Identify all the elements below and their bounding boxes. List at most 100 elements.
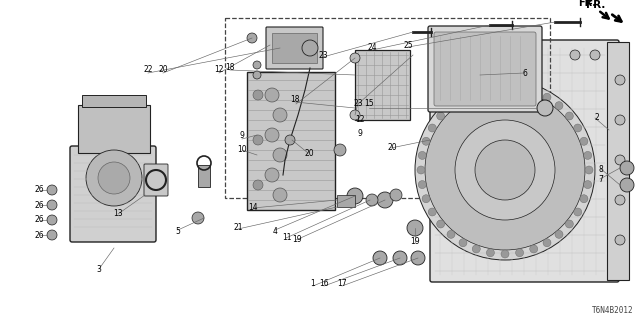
Circle shape xyxy=(573,208,582,216)
FancyBboxPatch shape xyxy=(428,26,542,112)
Circle shape xyxy=(192,212,204,224)
Circle shape xyxy=(417,166,425,174)
Text: 18: 18 xyxy=(225,62,235,71)
Text: 22: 22 xyxy=(143,66,153,75)
Circle shape xyxy=(620,161,634,175)
Text: 10: 10 xyxy=(237,146,247,155)
Circle shape xyxy=(501,82,509,90)
FancyBboxPatch shape xyxy=(434,32,536,106)
Text: FR.: FR. xyxy=(578,0,596,8)
Circle shape xyxy=(273,188,287,202)
Circle shape xyxy=(422,137,430,145)
Circle shape xyxy=(422,195,430,203)
Bar xyxy=(247,72,335,210)
Circle shape xyxy=(350,53,360,63)
Bar xyxy=(272,33,317,63)
FancyBboxPatch shape xyxy=(430,40,619,282)
Text: 14: 14 xyxy=(248,204,258,212)
Circle shape xyxy=(486,249,495,257)
Text: 13: 13 xyxy=(113,210,123,219)
Circle shape xyxy=(415,80,595,260)
Text: 6: 6 xyxy=(523,68,527,77)
Circle shape xyxy=(47,185,57,195)
Text: 20: 20 xyxy=(158,66,168,75)
Text: 1: 1 xyxy=(310,278,316,287)
Circle shape xyxy=(393,251,407,265)
Text: 11: 11 xyxy=(282,234,292,243)
Circle shape xyxy=(580,195,588,203)
Circle shape xyxy=(98,162,130,194)
Circle shape xyxy=(445,50,455,60)
Circle shape xyxy=(620,178,634,192)
Bar xyxy=(355,50,410,120)
Circle shape xyxy=(47,230,57,240)
Circle shape xyxy=(425,90,585,250)
Circle shape xyxy=(390,189,402,201)
Circle shape xyxy=(530,87,538,95)
Circle shape xyxy=(265,128,279,142)
Text: 4: 4 xyxy=(273,228,277,236)
Text: 26: 26 xyxy=(34,201,44,210)
Circle shape xyxy=(447,230,455,238)
Circle shape xyxy=(615,235,625,245)
Circle shape xyxy=(419,180,426,188)
Circle shape xyxy=(472,245,480,253)
Circle shape xyxy=(465,50,475,60)
Circle shape xyxy=(419,151,426,159)
Circle shape xyxy=(428,208,436,216)
Circle shape xyxy=(485,50,495,60)
Text: 19: 19 xyxy=(410,236,420,245)
Circle shape xyxy=(253,180,263,190)
Circle shape xyxy=(253,71,261,79)
Circle shape xyxy=(253,135,263,145)
Circle shape xyxy=(455,120,555,220)
Circle shape xyxy=(47,215,57,225)
Text: T6N4B2012: T6N4B2012 xyxy=(591,306,633,315)
Text: 21: 21 xyxy=(233,223,243,233)
Circle shape xyxy=(411,251,425,265)
Text: 25: 25 xyxy=(403,41,413,50)
Circle shape xyxy=(459,93,467,101)
Circle shape xyxy=(615,195,625,205)
Circle shape xyxy=(377,192,393,208)
Circle shape xyxy=(253,90,263,100)
Circle shape xyxy=(447,102,455,110)
Circle shape xyxy=(543,239,551,247)
Bar xyxy=(607,42,629,280)
Text: 20: 20 xyxy=(387,143,397,153)
Circle shape xyxy=(516,83,524,91)
Circle shape xyxy=(615,75,625,85)
Circle shape xyxy=(436,220,445,228)
Circle shape xyxy=(537,100,553,116)
Text: 24: 24 xyxy=(367,44,377,52)
Circle shape xyxy=(334,144,346,156)
Circle shape xyxy=(565,220,573,228)
Circle shape xyxy=(253,61,261,69)
Text: 20: 20 xyxy=(304,148,314,157)
Circle shape xyxy=(584,151,592,159)
Text: 17: 17 xyxy=(337,278,347,287)
Bar xyxy=(337,195,355,207)
Circle shape xyxy=(590,50,600,60)
Text: 18: 18 xyxy=(291,95,300,105)
Text: 5: 5 xyxy=(175,228,180,236)
Circle shape xyxy=(615,115,625,125)
Circle shape xyxy=(584,180,592,188)
Circle shape xyxy=(350,110,360,120)
FancyBboxPatch shape xyxy=(70,146,156,242)
Text: 19: 19 xyxy=(292,236,302,244)
Circle shape xyxy=(428,124,436,132)
Circle shape xyxy=(570,50,580,60)
Bar xyxy=(225,18,550,198)
Text: 26: 26 xyxy=(34,230,44,239)
Circle shape xyxy=(472,87,480,95)
Text: 12: 12 xyxy=(355,116,365,124)
Circle shape xyxy=(247,33,257,43)
Circle shape xyxy=(459,239,467,247)
Text: 3: 3 xyxy=(97,266,101,275)
Circle shape xyxy=(302,40,318,56)
Text: 9: 9 xyxy=(239,132,244,140)
Circle shape xyxy=(366,194,378,206)
Circle shape xyxy=(530,245,538,253)
Circle shape xyxy=(47,200,57,210)
